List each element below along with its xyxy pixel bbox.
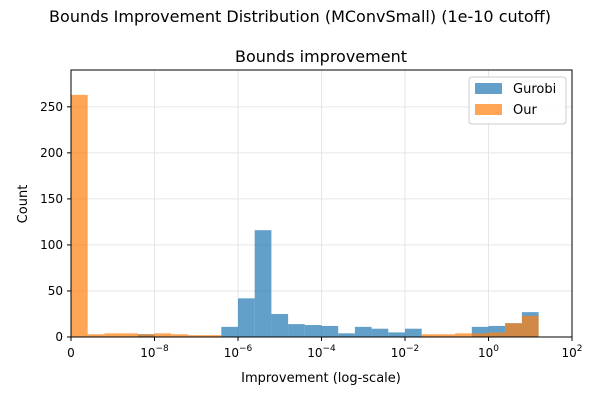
bar-gurobi <box>338 333 355 337</box>
bar-our <box>104 333 122 337</box>
bar-gurobi <box>354 326 372 337</box>
bar-our <box>71 94 88 338</box>
legend: Gurobi Our <box>468 76 567 125</box>
bar-our <box>438 334 456 337</box>
x-tick-label: 10−2 <box>391 344 420 360</box>
legend-swatch-gurobi <box>475 83 502 94</box>
legend-label-gurobi: Gurobi <box>513 82 556 97</box>
x-tick-label: 100 <box>478 344 499 360</box>
histogram-bars <box>71 94 539 338</box>
axis-ticks: 0 10−8 10−6 10−4 10−2 100 102 0 50 100 150 200 250 <box>40 100 582 360</box>
x-tick-label: 102 <box>561 344 582 360</box>
bar-gurobi <box>238 298 255 337</box>
legend-swatch-our <box>475 104 502 115</box>
x-tick-label: 10−6 <box>224 344 253 360</box>
figure-title: Bounds Improvement Distribution (MConvSm… <box>49 7 551 26</box>
bar-our <box>421 334 439 337</box>
y-tick-label: 100 <box>40 238 63 252</box>
bar-gurobi <box>471 326 489 337</box>
bar-gurobi <box>271 313 289 337</box>
bar-our <box>187 335 205 337</box>
x-axis-label: Improvement (log-scale) <box>241 371 401 386</box>
bar-our <box>521 315 539 337</box>
bar-gurobi <box>405 328 422 337</box>
x-tick-label: 10−8 <box>140 344 169 360</box>
y-axis-label: Count <box>16 185 31 224</box>
bar-our <box>471 333 489 337</box>
y-tick-label: 250 <box>40 100 63 114</box>
y-tick-label: 50 <box>48 284 63 298</box>
x-tick-label: 0 <box>67 346 75 360</box>
bar-gurobi <box>371 328 389 337</box>
y-tick-label: 150 <box>40 192 63 206</box>
bar-gurobi <box>321 325 339 337</box>
bar-our <box>137 334 155 337</box>
bar-gurobi <box>254 230 272 337</box>
bar-gurobi <box>288 324 305 337</box>
y-tick-label: 200 <box>40 146 63 160</box>
chart-title: Bounds improvement <box>235 47 407 66</box>
x-tick-label: 10−4 <box>307 344 336 360</box>
bar-gurobi <box>488 325 506 337</box>
y-tick-label: 0 <box>55 330 63 344</box>
bar-our <box>121 333 138 337</box>
bar-our <box>154 333 172 337</box>
legend-label-our: Our <box>513 103 537 118</box>
bar-gurobi <box>221 326 238 337</box>
bar-gurobi <box>388 332 405 337</box>
bar-gurobi <box>304 325 322 337</box>
bar-our <box>204 335 222 337</box>
bar-our <box>171 334 188 337</box>
bar-our <box>505 323 522 337</box>
bar-our <box>488 332 506 337</box>
bar-our <box>87 334 105 337</box>
bar-our <box>455 333 472 337</box>
